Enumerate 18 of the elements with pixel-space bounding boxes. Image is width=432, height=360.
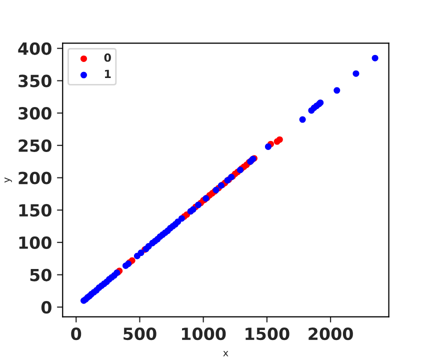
legend-label: 0 [104, 53, 111, 62]
y-tick-label: 0 [41, 301, 52, 314]
x-tick-label: 1500 [246, 328, 290, 340]
y-tick-label: 400 [18, 42, 52, 55]
x-tick-label: 2000 [308, 328, 353, 340]
x-tick-label: 0 [71, 328, 82, 340]
x-tick-label: 1000 [182, 328, 226, 340]
x-tick-label: 500 [124, 328, 156, 340]
y-tick-label: 50 [30, 268, 52, 282]
y-tick-label: 150 [19, 204, 52, 217]
y-tick-label: 350 [18, 74, 52, 88]
legend-label: 1 [105, 70, 111, 78]
y-axis-title: y [4, 177, 12, 183]
y-tick-label: 200 [18, 172, 52, 184]
x-axis-title: x [223, 350, 228, 356]
y-tick-label: 250 [18, 139, 52, 152]
y-tick-label: 100 [19, 236, 52, 249]
y-tick-label: 300 [18, 107, 52, 120]
